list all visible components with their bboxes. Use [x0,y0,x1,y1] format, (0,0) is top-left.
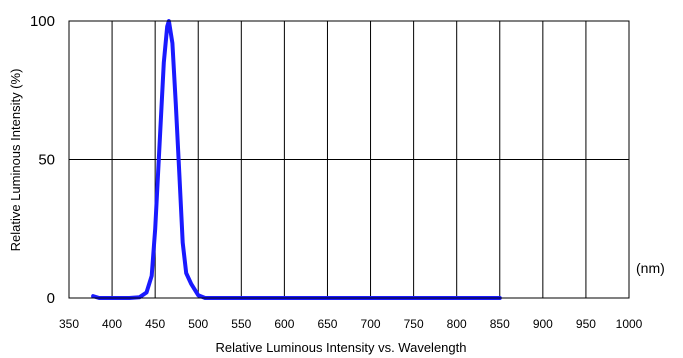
x-tick-label: 600 [274,317,294,331]
x-tick-label: 550 [231,317,251,331]
x-tick-label: 650 [317,317,337,331]
x-tick-label: 850 [490,317,510,331]
x-tick-label: 1000 [616,317,643,331]
y-tick-label: 0 [47,290,55,307]
x-tick-label: 950 [576,317,596,331]
x-unit-label: (nm) [636,260,665,276]
x-tick-label: 800 [447,317,467,331]
x-tick-label: 750 [404,317,424,331]
plot-frame [68,20,630,299]
y-tick-label: 50 [38,152,55,169]
x-tick-labels: 350 400 450 500 550 600 650 700 750 800 850 900 950 1… [59,317,643,331]
x-tick-label: 500 [188,317,208,331]
x-tick-label: 450 [145,317,165,331]
x-tick-label: 400 [102,317,122,331]
x-tick-label: 350 [59,317,79,331]
x-tick-label: 900 [533,317,553,331]
x-tick-label: 700 [361,317,381,331]
y-axis-label: Relative Luminous Intensity (%) [8,69,23,252]
y-tick-labels: 0 50 100 [30,13,55,307]
x-axis-label: Relative Luminous Intensity vs. Waveleng… [216,340,467,355]
y-tick-label: 100 [30,13,55,30]
